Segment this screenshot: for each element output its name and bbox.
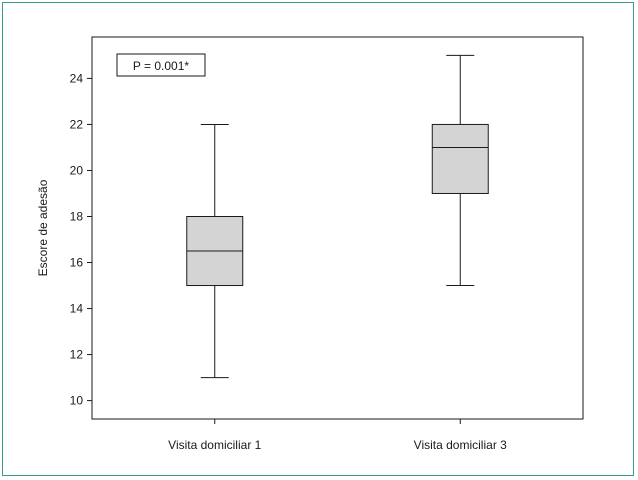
y-tick-label: 10: [70, 394, 84, 408]
box-1: [186, 123, 244, 379]
y-tick-label: 16: [70, 256, 84, 270]
p-value-annotation: P = 0.001*: [116, 53, 206, 77]
annotation-box: [116, 53, 206, 77]
figure-frame: [2, 2, 634, 476]
y-tick-label: 24: [70, 71, 84, 85]
y-tick-label: 22: [70, 117, 84, 131]
y-tick-label: 18: [70, 209, 84, 223]
iqr-box: [431, 123, 489, 194]
x-tick-label: Visita domiciliar 3: [414, 438, 507, 452]
y-tick-label: 12: [70, 348, 84, 362]
x-tick-label: Visita domiciliar 1: [168, 438, 261, 452]
y-tick-label: 14: [70, 302, 84, 316]
y-tick-label: 20: [70, 163, 84, 177]
x-axis: Visita domiciliar 1 Visita domiciliar 3: [168, 419, 507, 452]
boxes: [186, 54, 489, 379]
y-axis: 10 12 14 16 18 20 22 24: [70, 71, 92, 408]
annotation-text: P = 0.001*: [133, 59, 189, 73]
box-2: [431, 54, 489, 287]
y-axis-label: Escore de adesão: [36, 179, 50, 276]
plot-area: [91, 36, 584, 420]
